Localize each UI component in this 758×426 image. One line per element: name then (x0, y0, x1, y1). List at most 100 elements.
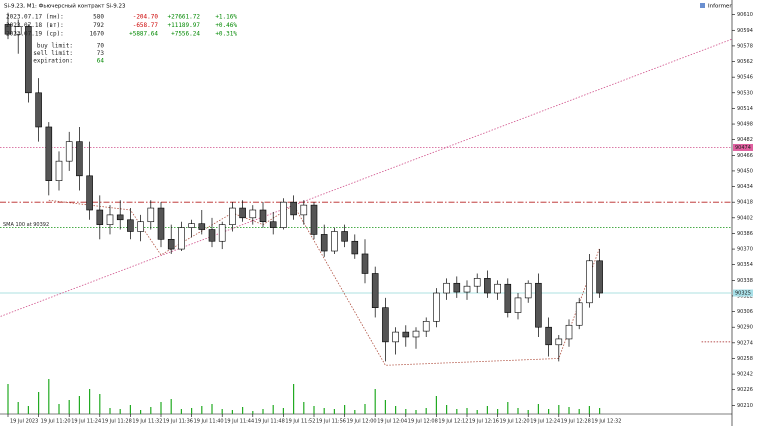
candle-body (269, 221, 277, 228)
candle-body (280, 201, 287, 228)
candle-body (76, 141, 83, 177)
x-tick-label: 19 Jul 11:52 (285, 419, 315, 425)
candle-body (14, 26, 22, 35)
stat-date: 2023.07.18 (вт): (6, 22, 64, 29)
y-tick-label: 90242 (737, 372, 753, 378)
candle-body (310, 204, 318, 235)
candle-body (25, 26, 32, 94)
candle-body (535, 282, 542, 328)
candle-body (290, 201, 297, 216)
informer-label[interactable]: Informer (708, 4, 732, 10)
candle-body (565, 324, 573, 340)
stat-value: 580 (93, 14, 104, 21)
x-tick-label: 19 Jul 11:24 (71, 419, 101, 425)
candle-body (157, 207, 165, 240)
x-tick-label: 19 Jul 11:56 (316, 419, 346, 425)
candle-body (320, 234, 328, 252)
y-tick-label: 90466 (737, 153, 753, 159)
candle-body (259, 209, 267, 223)
x-tick-label: 19 Jul 12:24 (530, 419, 560, 425)
stat-date: 2023.07.17 (пн): (6, 14, 64, 21)
y-tick-label: 90354 (737, 262, 753, 268)
y-tick-label: 90450 (737, 168, 753, 174)
candle-body (341, 231, 348, 242)
limit-label: sell limit: (33, 50, 73, 57)
y-tick-label: 90210 (737, 403, 753, 409)
x-tick-label: 19 Jul 11:28 (102, 419, 132, 425)
candle-body (545, 326, 552, 346)
y-tick-label: 90498 (737, 122, 753, 128)
axis-price-label: 90474 (735, 145, 751, 151)
candle-body (361, 253, 369, 274)
candle-body (239, 207, 246, 219)
candle-body (137, 221, 144, 232)
candle-body (178, 227, 185, 250)
candle-body (249, 209, 257, 219)
candle-body (35, 92, 42, 128)
x-tick-label: 19 Jul 11:48 (255, 419, 285, 425)
y-tick-label: 90594 (737, 28, 753, 34)
y-tick-label: 90514 (737, 106, 753, 112)
y-tick-label: 90274 (737, 340, 753, 346)
candle-body (4, 24, 12, 35)
candle-body (106, 214, 114, 225)
candle-body (127, 219, 134, 232)
stat-value: +1.16% (215, 14, 237, 21)
candle-body (65, 141, 73, 162)
candle-body (575, 302, 583, 326)
candle-body (351, 240, 359, 255)
informer-icon[interactable] (700, 3, 705, 8)
candle-body (473, 278, 481, 287)
candle-body (453, 282, 461, 293)
limit-value: 73 (97, 50, 105, 57)
y-tick-label: 90338 (737, 278, 753, 284)
x-tick-label: 19 Jul 12:16 (469, 419, 499, 425)
x-tick-label: 19 Jul 12:08 (408, 419, 438, 425)
y-tick-label: 90226 (737, 387, 753, 393)
limit-value: 64 (97, 58, 105, 65)
y-tick-label: 90306 (737, 309, 753, 315)
stat-value: -204.70 (133, 14, 159, 21)
stats-overlay: 2023.07.17 (пн): 580 -204.70 +27661.72 +1.16… (6, 14, 237, 65)
limit-value: 70 (97, 43, 105, 50)
y-tick-label: 90434 (737, 184, 753, 190)
candle-body (198, 223, 206, 230)
candle-body (555, 338, 563, 346)
x-tick-label: 19 Jul 12:20 (500, 419, 530, 425)
candle-body (443, 282, 450, 294)
x-tick-label: 19 Jul 11:20 (41, 419, 71, 425)
x-tick-label: 19 Jul 12:12 (438, 419, 468, 425)
axis-price-label: 90325 (735, 291, 751, 297)
y-tick-label: 90290 (737, 325, 753, 331)
stat-value: 792 (93, 22, 104, 29)
y-tick-label: 90258 (737, 356, 753, 362)
candle-body (433, 292, 440, 322)
y-tick-label: 90562 (737, 59, 753, 65)
candle-body (371, 273, 379, 308)
candle-body (382, 307, 389, 343)
axis-price-label-bg (733, 289, 753, 297)
candle-body (188, 223, 195, 228)
candle-body (596, 260, 603, 294)
candle-body (45, 126, 53, 181)
limit-label: expiration: (33, 58, 73, 65)
x-tick-label: 19 Jul 12:00 (347, 419, 377, 425)
chart-title: Si-9.23, M1: Фьючерсный контракт Si-9.23 (4, 3, 126, 10)
candle-body (218, 224, 226, 242)
x-tick-label: 19 Jul 12:28 (561, 419, 591, 425)
candle-body (484, 278, 491, 294)
candle-body (229, 207, 236, 225)
stat-value: -658.77 (133, 22, 159, 29)
candle-body (167, 239, 175, 250)
candle-body (208, 229, 216, 242)
stat-value: +11189.97 (167, 22, 200, 29)
x-tick-label: 19 Jul 12:04 (377, 419, 407, 425)
x-tick-label: 19 Jul 11:36 (163, 419, 193, 425)
y-tick-label: 90530 (737, 90, 753, 96)
trend-line (0, 38, 733, 318)
x-tick-label: 19 Jul 11:32 (132, 419, 162, 425)
candle-body (504, 283, 512, 313)
y-tick-label: 90610 (737, 12, 753, 18)
stat-value: 1670 (90, 31, 105, 38)
